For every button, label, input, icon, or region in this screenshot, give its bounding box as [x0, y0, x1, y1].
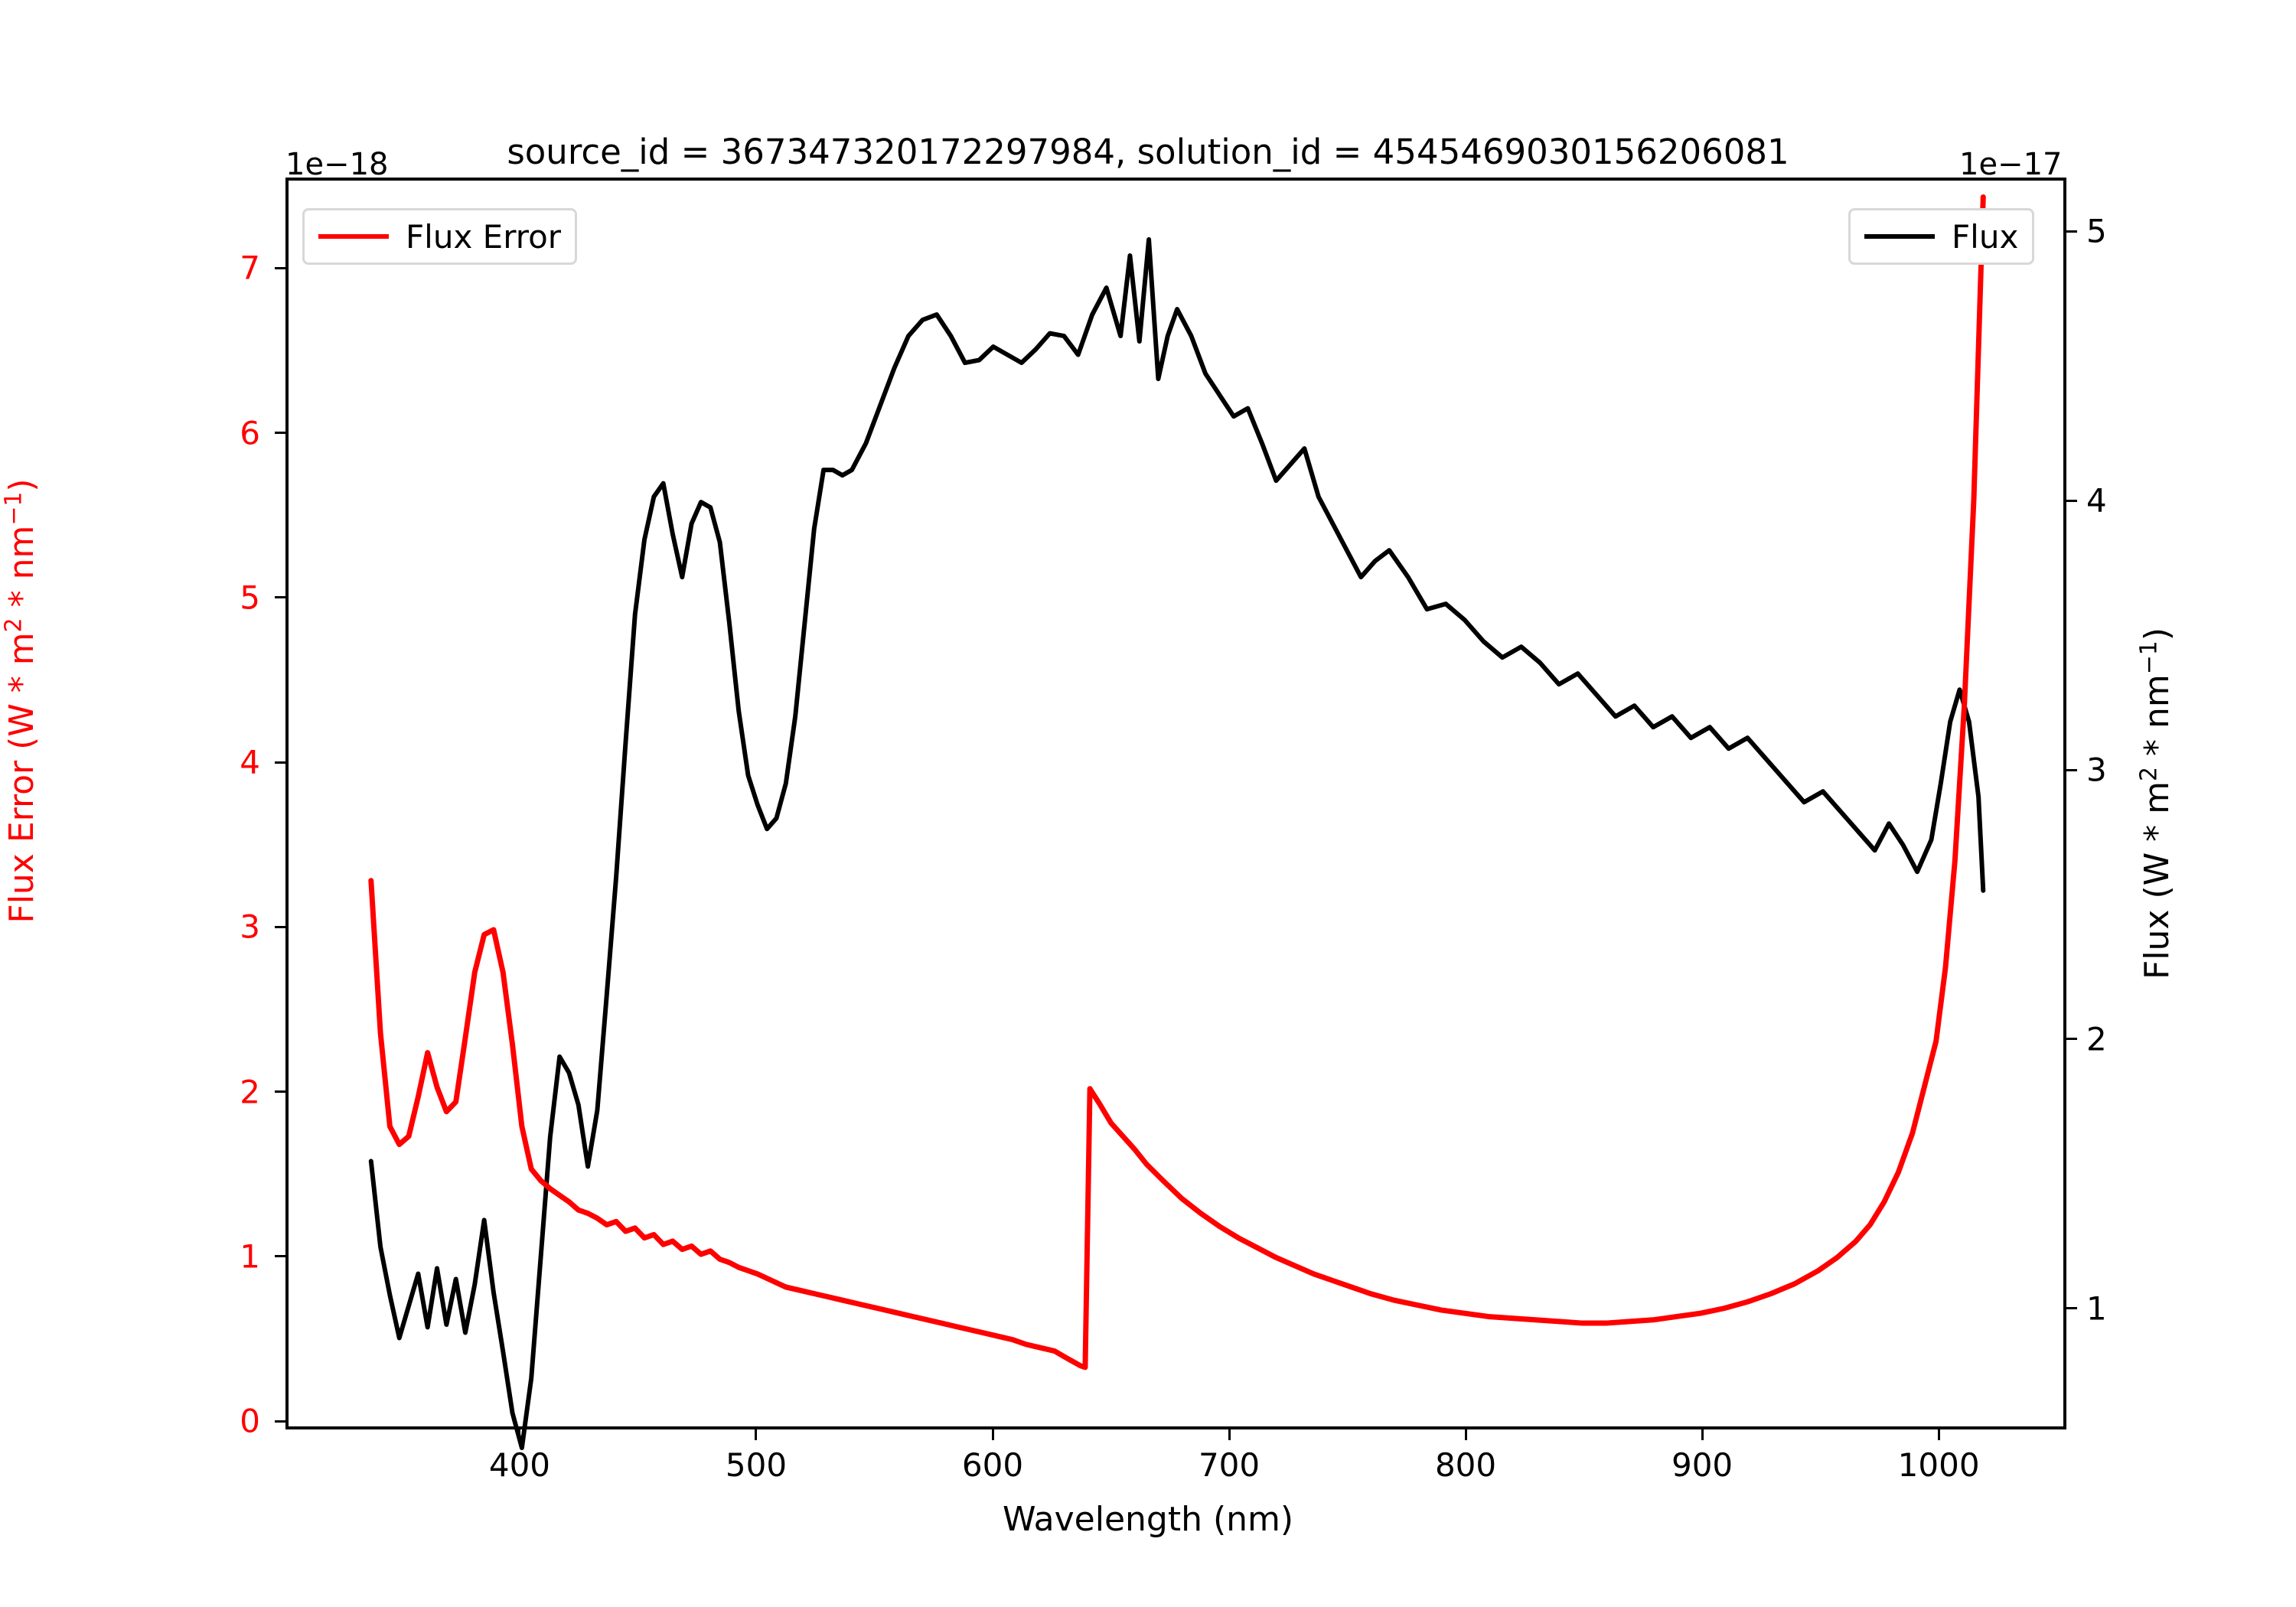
x-axis-label: Wavelength (nm): [1002, 1500, 1294, 1539]
y-axis-left-label: Flux Error (W * m2 * nm−1): [0, 478, 41, 1128]
x-tick-label: 400: [488, 1446, 551, 1484]
left-axis-offset-text: 1e−18: [285, 147, 389, 182]
x-tick-mark: [1228, 1429, 1231, 1440]
x-tick-mark: [1937, 1429, 1940, 1440]
y-left-tick-label: 5: [240, 579, 260, 617]
x-tick-label: 800: [1434, 1446, 1497, 1484]
y-left-tick-label: 6: [240, 414, 260, 452]
x-tick-label: 700: [1198, 1446, 1261, 1484]
y-right-tick-mark: [2066, 230, 2077, 233]
legend-flux-error[interactable]: Flux Error: [302, 208, 578, 265]
y-right-tick-label: 5: [2086, 212, 2107, 250]
x-tick-mark: [1701, 1429, 1704, 1440]
page-title: source_id = 367347320172297984, solution…: [507, 132, 1789, 172]
y-right-tick-label: 4: [2086, 481, 2107, 520]
y-right-tick-label: 3: [2086, 751, 2107, 789]
plot-area: [285, 178, 2066, 1450]
y-right-tick-mark: [2066, 768, 2077, 771]
y-right-tick-mark: [2066, 1038, 2077, 1041]
legend-swatch-flux-error: [318, 234, 389, 239]
y-right-tick-mark: [2066, 499, 2077, 502]
y-left-tick-mark: [275, 1090, 285, 1094]
y-left-tick-label: 0: [240, 1402, 260, 1440]
y-right-tick-mark: [2066, 1307, 2077, 1310]
y-right-tick-label: 1: [2086, 1289, 2107, 1328]
legend-swatch-flux: [1864, 234, 1935, 239]
legend-label-flux-error: Flux Error: [406, 217, 562, 256]
legend-label-flux: Flux: [1952, 217, 2019, 256]
x-tick-label: 1000: [1897, 1446, 1980, 1484]
y-left-tick-label: 7: [240, 249, 260, 287]
y-left-tick-mark: [275, 266, 285, 269]
x-tick-label: 500: [725, 1446, 788, 1484]
y-axis-left-label-text: Flux Error (W * m2 * nm−1): [0, 478, 41, 924]
legend-flux[interactable]: Flux: [1848, 208, 2035, 265]
y-left-tick-label: 2: [240, 1073, 260, 1111]
series-line-flux-error: [368, 194, 1986, 1371]
y-left-tick-mark: [275, 1420, 285, 1423]
x-tick-mark: [755, 1429, 758, 1440]
x-tick-label: 600: [961, 1446, 1024, 1484]
y-axis-right-label: Flux (W * m2 * nm−1): [2135, 627, 2177, 980]
series-line-flux: [368, 237, 1986, 1450]
right-axis-offset-text: 1e−17: [1959, 147, 2063, 182]
x-tick-label: 900: [1671, 1446, 1733, 1484]
y-left-tick-label: 3: [240, 908, 260, 946]
y-right-tick-label: 2: [2086, 1020, 2107, 1058]
y-axis-right-label-text: Flux (W * m2 * nm−1): [2135, 627, 2177, 980]
y-left-tick-mark: [275, 596, 285, 599]
y-left-tick-label: 1: [240, 1237, 260, 1276]
y-left-tick-mark: [275, 761, 285, 764]
y-left-tick-label: 4: [240, 743, 260, 781]
y-left-tick-mark: [275, 432, 285, 435]
x-tick-mark: [1464, 1429, 1467, 1440]
x-tick-mark: [991, 1429, 994, 1440]
y-left-tick-mark: [275, 1255, 285, 1258]
x-tick-mark: [518, 1429, 521, 1440]
y-left-tick-mark: [275, 925, 285, 928]
plot-svg: [368, 194, 1986, 1450]
